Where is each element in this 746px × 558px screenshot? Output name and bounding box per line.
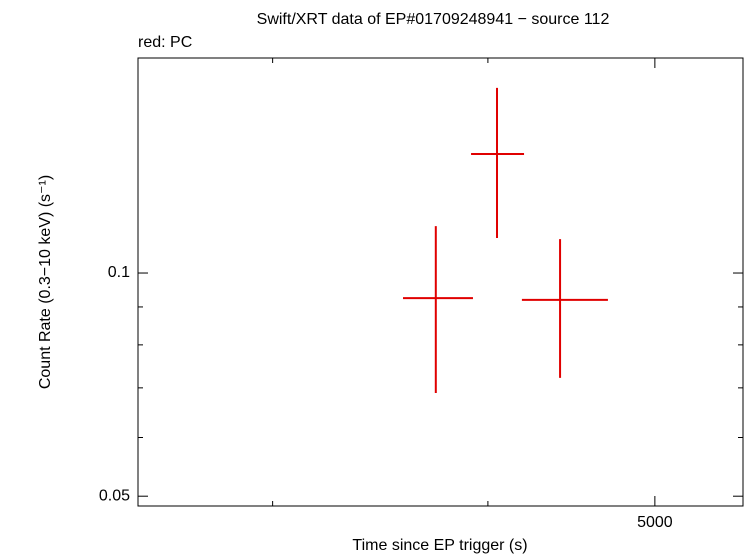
y-axis-label: Count Rate (0.3−10 keV) (s⁻¹) [37,175,54,389]
chart-subtitle: red: PC [138,34,192,51]
y-tick-label: 0.05 [99,487,130,504]
x-tick-label: 5000 [637,514,673,531]
y-tick-label: 0.1 [108,264,130,281]
plot-frame [137,57,744,507]
chart-title: Swift/XRT data of EP#01709248941 − sourc… [257,11,610,28]
x-axis-label: Time since EP trigger (s) [352,537,527,554]
